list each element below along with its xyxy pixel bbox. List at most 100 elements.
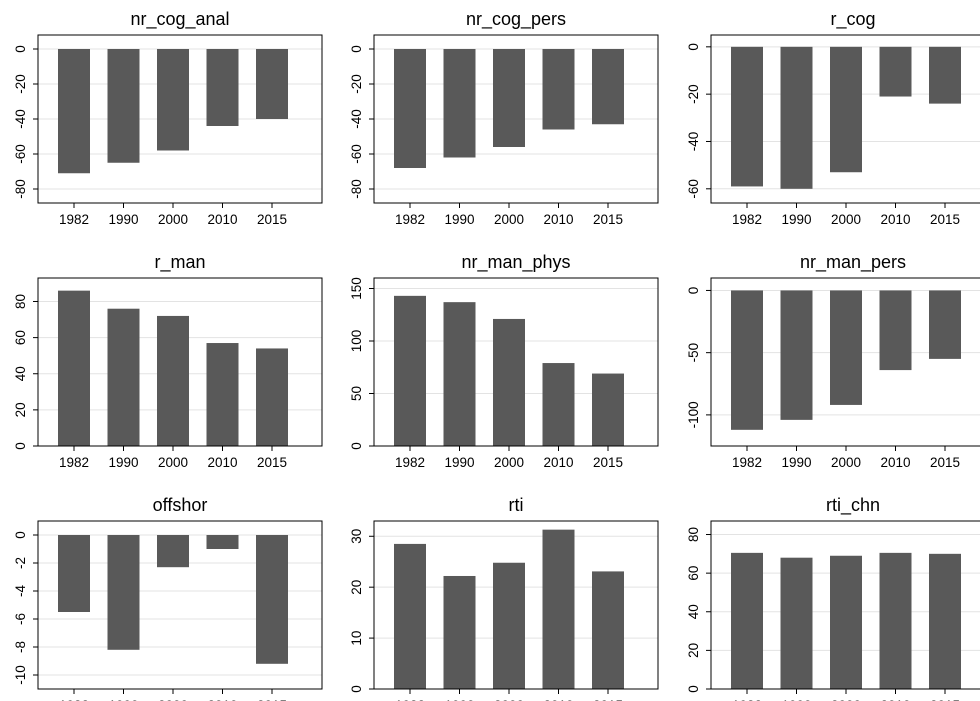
x-tick-label: 2015 bbox=[593, 698, 623, 701]
y-tick-label: -2 bbox=[13, 557, 28, 569]
x-tick-label: 2015 bbox=[593, 455, 623, 470]
bar-2015 bbox=[256, 49, 288, 119]
bar-2010 bbox=[542, 49, 575, 130]
y-tick-label: 40 bbox=[13, 366, 28, 381]
y-tick-label: 0 bbox=[686, 43, 701, 51]
y-tick-label: -20 bbox=[13, 74, 28, 94]
y-tick-label: -50 bbox=[686, 343, 701, 363]
y-tick-label: -80 bbox=[13, 179, 28, 199]
bar-2010 bbox=[542, 363, 575, 446]
x-tick-label: 2000 bbox=[831, 698, 861, 701]
bar-2010 bbox=[206, 343, 239, 446]
bar-1982 bbox=[58, 49, 90, 174]
x-tick-label: 2015 bbox=[257, 698, 287, 701]
y-tick-label: 0 bbox=[13, 531, 28, 539]
bar-1990 bbox=[443, 49, 476, 158]
chart-panel-rti: 0 10 20 30 1982 1990 2000 2010 2015 rti bbox=[349, 495, 659, 701]
bar-1990 bbox=[780, 290, 813, 420]
bar-1982 bbox=[731, 290, 763, 430]
chart-panel-nr-man-phys: 0 50 100 150 1982 1990 2000 2010 2015 nr_man_phys bbox=[349, 252, 659, 470]
y-tick-label: -60 bbox=[686, 179, 701, 199]
chart-title: rti_chn bbox=[826, 495, 880, 516]
x-tick-label: 1982 bbox=[395, 698, 425, 701]
bar-2015 bbox=[929, 553, 961, 689]
plot-border bbox=[37, 520, 323, 690]
bar-2015 bbox=[929, 290, 961, 359]
bar-1990 bbox=[107, 308, 140, 446]
x-tick-label: 2010 bbox=[207, 698, 237, 701]
x-tick-label: 1982 bbox=[732, 698, 762, 701]
y-tick-label: 0 bbox=[349, 442, 364, 450]
bar-2010 bbox=[879, 552, 912, 689]
y-tick-label: 0 bbox=[13, 442, 28, 450]
y-tick-label: 0 bbox=[349, 45, 364, 53]
y-tick-label: 0 bbox=[686, 685, 701, 693]
y-tick-label: -10 bbox=[13, 665, 28, 685]
x-tick-label: 2010 bbox=[543, 212, 573, 227]
y-tick-label: 20 bbox=[13, 402, 28, 417]
x-tick-label: 2010 bbox=[543, 455, 573, 470]
y-tick-label: -60 bbox=[13, 144, 28, 164]
bar-2000 bbox=[493, 318, 525, 446]
x-tick-label: 1990 bbox=[108, 212, 138, 227]
chart-title: nr_cog_anal bbox=[130, 9, 229, 30]
y-tick-label: -20 bbox=[686, 84, 701, 104]
x-tick-label: 2010 bbox=[207, 212, 237, 227]
x-tick-label: 1990 bbox=[444, 212, 474, 227]
plot-border bbox=[710, 34, 980, 204]
chart-title: nr_man_phys bbox=[461, 252, 570, 273]
y-tick-label: 60 bbox=[686, 566, 701, 581]
bar-1990 bbox=[107, 49, 140, 163]
y-tick-label: 50 bbox=[349, 386, 364, 401]
bar-2015 bbox=[592, 571, 624, 689]
plot-border bbox=[37, 277, 323, 447]
bar-2015 bbox=[929, 46, 961, 104]
y-tick-label: 60 bbox=[13, 330, 28, 345]
x-tick-label: 1982 bbox=[59, 455, 89, 470]
plot-border bbox=[373, 520, 659, 690]
bar-2010 bbox=[542, 529, 575, 689]
chart-panel-nr-man-pers: 0 -50 -100 1982 1990 2000 2010 2015 nr_man_pers bbox=[686, 252, 980, 470]
y-tick-label: 0 bbox=[13, 45, 28, 53]
chart-panel-rti-chn: 0 20 40 60 80 1982 1990 2000 2010 2015 rti_chn bbox=[686, 495, 980, 701]
x-tick-label: 2000 bbox=[494, 455, 524, 470]
y-tick-label: 80 bbox=[13, 294, 28, 309]
x-tick-label: 2010 bbox=[880, 212, 910, 227]
x-tick-label: 2015 bbox=[593, 212, 623, 227]
plot-border bbox=[373, 277, 659, 447]
bar-2000 bbox=[830, 555, 862, 689]
x-tick-label: 2000 bbox=[158, 212, 188, 227]
bar-2015 bbox=[592, 373, 624, 446]
x-tick-label: 1982 bbox=[395, 212, 425, 227]
x-tick-label: 2015 bbox=[930, 212, 960, 227]
x-tick-label: 1982 bbox=[732, 455, 762, 470]
chart-panel-r-man: 0 20 40 60 80 1982 1990 2000 2010 2015 r_man bbox=[13, 252, 323, 470]
bar-2000 bbox=[830, 290, 862, 405]
chart-panel-offshor: 0 -2 -4 -6 -8 -10 1982 1990 2000 2010 2015 offshor bbox=[13, 495, 323, 701]
chart-title: nr_cog_pers bbox=[466, 9, 566, 30]
bar-2010 bbox=[206, 49, 239, 126]
x-tick-label: 2000 bbox=[158, 698, 188, 701]
bar-1982 bbox=[394, 543, 426, 689]
bar-1982 bbox=[58, 290, 90, 446]
y-tick-label: 20 bbox=[349, 580, 364, 595]
y-tick-label: -80 bbox=[349, 179, 364, 199]
chart-panel-r-cog: 0 -20 -40 -60 1982 1990 2000 2010 2015 r_cog bbox=[686, 9, 980, 227]
y-tick-label: 0 bbox=[686, 287, 701, 295]
y-tick-label: 10 bbox=[349, 631, 364, 646]
y-tick-label: 30 bbox=[349, 529, 364, 544]
y-tick-label: -60 bbox=[349, 144, 364, 164]
x-tick-label: 1990 bbox=[108, 698, 138, 701]
bar-2000 bbox=[157, 315, 189, 446]
y-tick-label: 80 bbox=[686, 527, 701, 542]
bar-2010 bbox=[206, 535, 239, 549]
bar-1990 bbox=[443, 575, 476, 689]
y-tick-label: 0 bbox=[349, 685, 364, 693]
chart-title: r_man bbox=[154, 252, 205, 273]
y-tick-label: -20 bbox=[349, 74, 364, 94]
bar-1990 bbox=[780, 46, 813, 189]
x-tick-label: 2015 bbox=[930, 455, 960, 470]
bar-1982 bbox=[731, 552, 763, 689]
bar-1990 bbox=[780, 557, 813, 689]
